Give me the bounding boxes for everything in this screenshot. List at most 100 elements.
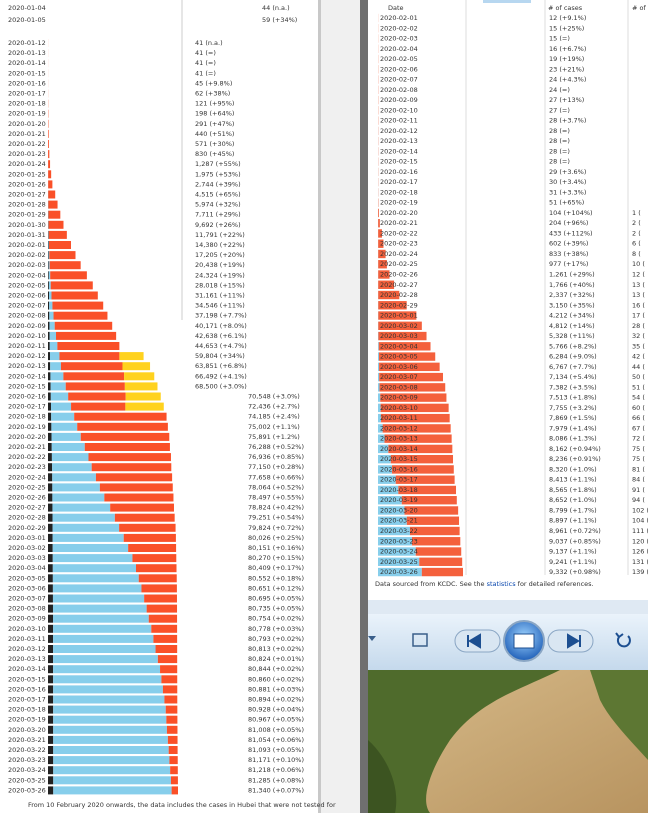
row-count: 1,766 (+40%) xyxy=(549,281,595,289)
row-date: 2020-02-09 xyxy=(8,322,46,330)
row-date: 2020-02-17 xyxy=(380,178,418,186)
row-count: 80,967 (+0.05%) xyxy=(248,716,304,724)
bar-segment xyxy=(48,634,54,643)
bar-segment xyxy=(54,321,113,330)
bar-segment xyxy=(48,271,51,280)
bar-segment xyxy=(378,485,399,495)
bar-segment xyxy=(48,129,49,138)
bar-segment xyxy=(49,241,71,249)
photo-bush xyxy=(590,670,648,760)
row-date: 2020-02-27 xyxy=(380,281,418,289)
row-count: 12 (+9.1%) xyxy=(549,14,586,22)
bar-segment xyxy=(53,725,167,734)
left-footnote: From 10 February 2020 onwards, the data … xyxy=(28,801,336,809)
row-count: 63,851 (+6.8%) xyxy=(195,362,247,370)
row-date: 2020-02-10 xyxy=(380,106,418,114)
bar-segment xyxy=(378,506,405,515)
bar-segment xyxy=(378,434,385,443)
row-date: 2020-02-22 xyxy=(380,229,418,237)
bar-segment xyxy=(378,352,436,361)
bar-segment xyxy=(382,424,451,433)
row-count: 104 (+104%) xyxy=(549,209,593,217)
bar-segment xyxy=(48,725,54,734)
bar-segment xyxy=(169,756,178,765)
bar-segment xyxy=(171,786,178,795)
row-date: 2020-02-17 xyxy=(8,403,46,411)
dropdown-button[interactable] xyxy=(368,636,376,641)
row-date: 2020-02-18 xyxy=(8,413,46,421)
row-deaths: 13 ( xyxy=(632,281,645,289)
bar-segment xyxy=(49,301,53,310)
row-date: 2020-03-11 xyxy=(8,635,46,643)
bar-segment xyxy=(48,766,54,775)
bar-segment xyxy=(123,533,176,542)
bar-segment xyxy=(168,746,178,754)
row-count: 440 (+51%) xyxy=(195,130,234,138)
row-count: 17,205 (+20%) xyxy=(195,251,245,259)
bar-segment xyxy=(52,564,136,573)
bar-segment xyxy=(53,685,163,694)
bar-segment xyxy=(48,675,54,684)
row-count: 6,767 (+7.7%) xyxy=(549,363,597,371)
bar-segment xyxy=(392,465,454,474)
row-date: 2020-01-25 xyxy=(8,170,46,178)
row-count: 80,754 (+0.02%) xyxy=(248,615,304,623)
row-date: 2020-02-01 xyxy=(380,14,418,22)
row-date: 2020-01-28 xyxy=(8,201,46,209)
row-count: 8,961 (+0.72%) xyxy=(549,527,601,535)
row-date: 2020-02-10 xyxy=(8,332,46,340)
row-date: 2020-03-26 xyxy=(8,786,46,794)
next-icon xyxy=(567,633,581,649)
row-deaths: 67 ( xyxy=(632,424,645,432)
row-count: 3,150 (+35%) xyxy=(549,301,595,309)
bar-segment xyxy=(80,432,170,441)
bar-segment xyxy=(378,403,381,413)
bar-segment xyxy=(52,483,100,492)
bar-segment xyxy=(48,412,52,421)
row-date: 2020-03-08 xyxy=(380,383,418,391)
row-date: 2020-03-21 xyxy=(380,517,418,525)
row-deaths: 120 ( xyxy=(632,537,648,545)
row-deaths: 94 ( xyxy=(632,496,645,504)
statistics-link[interactable]: statistics xyxy=(487,580,517,588)
bar-segment xyxy=(49,261,81,270)
bar-segment xyxy=(52,473,96,482)
row-date: 2020-03-25 xyxy=(380,558,418,566)
fit-button[interactable] xyxy=(412,633,428,647)
row-deaths: 84 ( xyxy=(632,476,645,484)
bar-segment xyxy=(48,574,53,583)
row-date: 2020-03-07 xyxy=(380,373,418,381)
row-deaths: 2 ( xyxy=(632,229,641,237)
row-count: 27 (=) xyxy=(549,106,570,114)
row-count: 76,288 (+0.52%) xyxy=(248,443,304,451)
bar-segment xyxy=(48,271,49,280)
bar-segment xyxy=(378,372,380,382)
row-count: 11,791 (+22%) xyxy=(195,231,245,239)
bar-segment xyxy=(52,463,92,472)
row-deaths: 126 ( xyxy=(632,548,648,556)
row-date: 2020-03-14 xyxy=(8,665,46,673)
row-date: 2020-02-07 xyxy=(8,302,46,310)
rotate-button[interactable] xyxy=(615,632,631,648)
bar-segment xyxy=(53,311,108,320)
bar-segment xyxy=(59,352,120,361)
bar-segment xyxy=(48,170,52,179)
row-count: 28 (=) xyxy=(549,147,570,155)
bar-segment xyxy=(53,665,161,674)
bar-segment xyxy=(132,554,177,563)
row-count: 45 (+9.8%) xyxy=(195,79,232,87)
row-count: 8,652 (+1.0%) xyxy=(549,496,597,504)
row-deaths: 104 ( xyxy=(632,517,648,525)
bar-segment xyxy=(160,665,178,674)
row-date: 2020-03-03 xyxy=(8,554,46,562)
row-date: 2020-03-19 xyxy=(380,496,418,504)
bar-segment xyxy=(415,547,462,556)
bar-segment xyxy=(48,160,51,169)
row-count: 80,813 (+0.02%) xyxy=(248,645,304,653)
bar-segment xyxy=(151,624,178,633)
row-count: 75,002 (+1.1%) xyxy=(248,423,300,431)
row-deaths: 131 ( xyxy=(632,558,648,566)
row-count: 51 (+65%) xyxy=(549,199,584,207)
bar-segment xyxy=(48,746,54,754)
row-date: 2020-03-04 xyxy=(380,342,418,350)
